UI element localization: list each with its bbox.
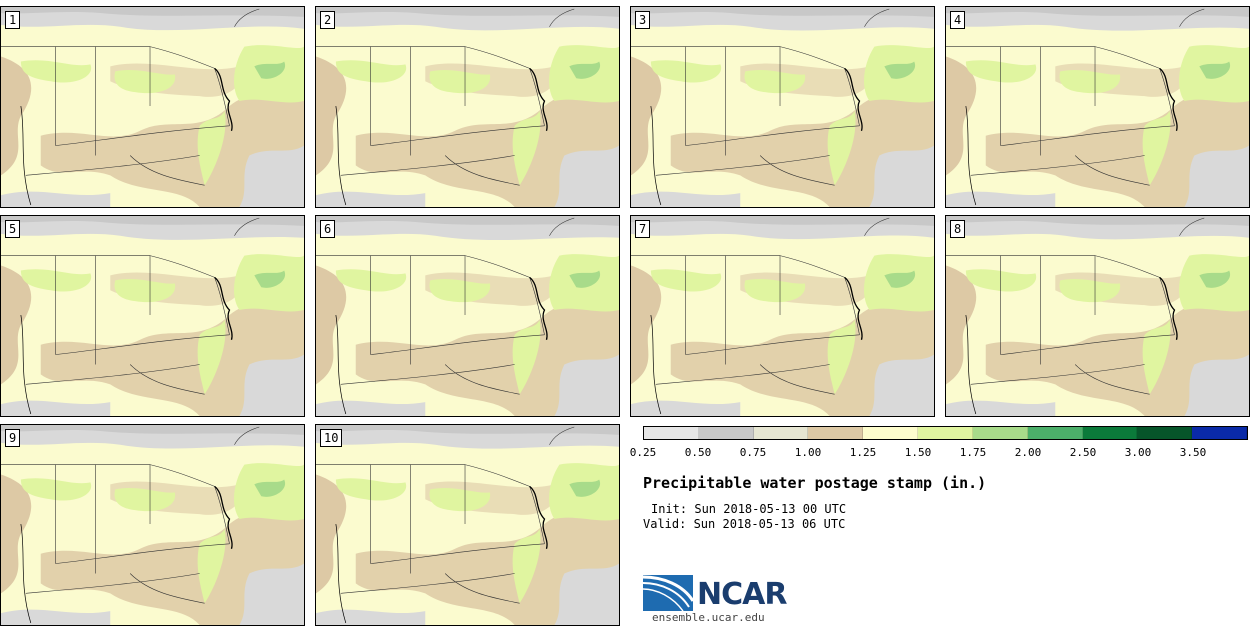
map-field xyxy=(316,216,619,416)
map-panel: 2 xyxy=(315,6,620,208)
panel-label: 5 xyxy=(5,220,21,238)
colorbar-tick-label: 1.75 xyxy=(959,446,987,459)
colorbar-swatch xyxy=(753,427,809,439)
map-panel: 1 xyxy=(0,6,305,208)
map-panel: 5 xyxy=(0,215,305,417)
panel-label: 3 xyxy=(635,11,651,29)
colorbar-tick-label: 0.75 xyxy=(739,446,767,459)
colorbar-swatch xyxy=(644,427,699,439)
colorbar-swatch xyxy=(1192,427,1247,439)
map-field xyxy=(631,216,934,416)
map-field xyxy=(1,216,304,416)
panel-label: 8 xyxy=(950,220,966,238)
colorbar-tick-label: 0.25 xyxy=(629,446,657,459)
panel-label: 6 xyxy=(320,220,336,238)
init-time: Init: Sun 2018-05-13 00 UTC xyxy=(651,502,847,516)
map-field xyxy=(946,7,1249,207)
panel-label: 7 xyxy=(635,220,651,238)
map-panel: 4 xyxy=(945,6,1250,208)
map-field xyxy=(1,425,304,625)
map-panel: 9 xyxy=(0,424,305,626)
colorbar-tick-label: 3.50 xyxy=(1179,446,1207,459)
colorbar-tick-label: 2.00 xyxy=(1014,446,1042,459)
colorbar-tick-label: 3.00 xyxy=(1124,446,1152,459)
colorbar-swatch xyxy=(808,427,864,439)
panel-label: 10 xyxy=(320,429,343,447)
map-panel: 7 xyxy=(630,215,935,417)
colorbar-swatch xyxy=(863,427,919,439)
colorbar-tick-label: 1.50 xyxy=(904,446,932,459)
colorbar-tick-label: 1.25 xyxy=(849,446,877,459)
panel-label: 9 xyxy=(5,429,21,447)
colorbar-swatch xyxy=(698,427,754,439)
map-field xyxy=(631,7,934,207)
panel-label: 4 xyxy=(950,11,966,29)
colorbar-swatch xyxy=(1137,427,1193,439)
chart-title: Precipitable water postage stamp (in.) xyxy=(643,474,987,492)
ncar-logo-text: NCAR xyxy=(697,577,787,612)
ncar-logo-icon xyxy=(642,571,793,613)
colorbar-swatch xyxy=(972,427,1028,439)
map-field xyxy=(946,216,1249,416)
colorbar-swatch xyxy=(918,427,973,439)
map-panel: 6 xyxy=(315,215,620,417)
map-field xyxy=(1,7,304,207)
colorbar-tick-label: 1.00 xyxy=(794,446,822,459)
colorbar-ticks: 0.25 0.50 0.75 1.00 1.25 1.50 1.75 2.00 2.50 3.00… xyxy=(630,446,1248,460)
colorbar-tick-label: 2.50 xyxy=(1069,446,1097,459)
map-panel: 3 xyxy=(630,6,935,208)
colorbar-swatch xyxy=(1027,427,1083,439)
map-panel: 8 xyxy=(945,215,1250,417)
valid-time: Valid: Sun 2018-05-13 06 UTC xyxy=(643,517,846,531)
map-field xyxy=(316,7,619,207)
colorbar-tick-label: 0.50 xyxy=(684,446,712,459)
map-field xyxy=(316,425,619,625)
map-panel: 10 xyxy=(315,424,620,626)
panel-label: 1 xyxy=(5,11,21,29)
colorbar xyxy=(643,426,1248,440)
colorbar-swatch xyxy=(1082,427,1138,439)
panel-label: 2 xyxy=(320,11,336,29)
site-url: ensemble.ucar.edu xyxy=(652,611,765,624)
